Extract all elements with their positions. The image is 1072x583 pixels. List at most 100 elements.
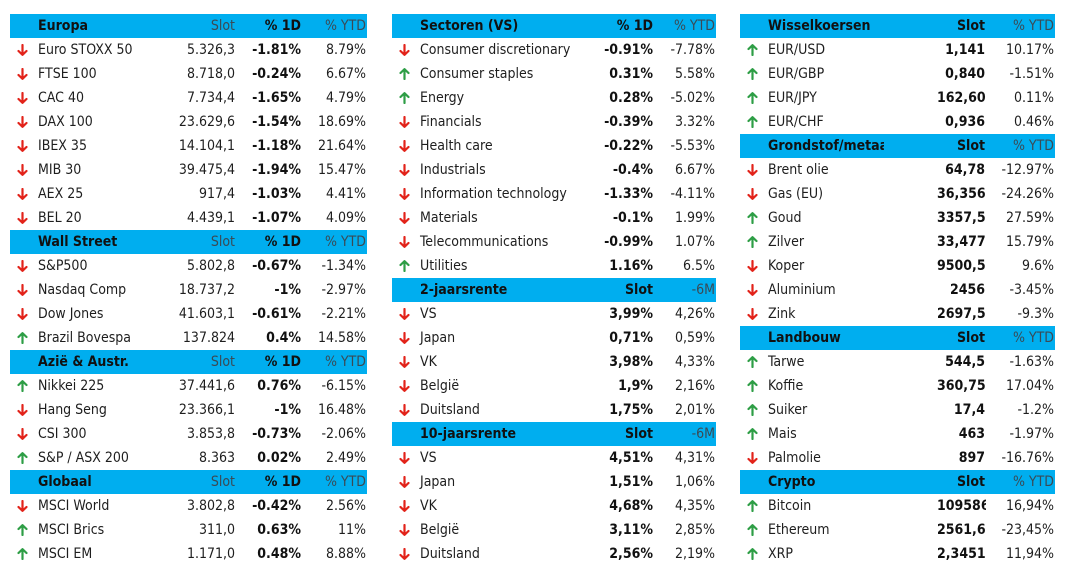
- row-ethereum: Ethereum 2561,6 -23,45%: [740, 518, 1055, 542]
- change-ytd: 18.69%: [317, 114, 366, 130]
- instrument-name: MSCI EM: [38, 546, 93, 562]
- secondary-value: 10.17%: [1005, 42, 1054, 58]
- row-brent-olie: Brent olie 64,78 -12.97%: [740, 158, 1055, 182]
- arrow-up-icon: [16, 380, 28, 392]
- direction-indicator: [392, 230, 416, 254]
- direction-indicator: [392, 470, 416, 494]
- direction-indicator: [10, 494, 34, 518]
- column-header: Slot: [175, 14, 236, 38]
- primary-value: 544,5: [945, 354, 985, 370]
- instrument-name: Duitsland: [420, 402, 480, 418]
- instrument-name: MSCI Brics: [38, 522, 105, 538]
- section-title: 2-jaarsrente: [416, 278, 586, 302]
- secondary-value: 4,26%: [674, 306, 715, 322]
- row-koper: Koper 9500,5 9.6%: [740, 254, 1055, 278]
- primary-value: 162,60: [937, 90, 986, 106]
- arrow-down-icon: [398, 188, 410, 200]
- instrument-name: Materials: [420, 210, 478, 226]
- direction-indicator: [740, 230, 764, 254]
- secondary-value: 17.04%: [1005, 378, 1054, 394]
- row-mib-30: MIB 30 39.475,4 -1.94% 15.47%: [10, 158, 367, 182]
- instrument-name: Hang Seng: [38, 402, 107, 418]
- direction-indicator: [392, 398, 416, 422]
- section-header-wall-street: Wall Street Slot% 1D% YTD: [10, 230, 367, 254]
- change-ytd: 2.49%: [325, 450, 366, 466]
- row-gap: [884, 38, 936, 62]
- column-header: Slot: [175, 470, 236, 494]
- row-vs: VS 4,51% 4,31%: [392, 446, 716, 470]
- column-header: % YTD: [302, 350, 367, 374]
- arrow-down-icon: [16, 284, 28, 296]
- instrument-name: Brazil Bovespa: [38, 330, 131, 346]
- secondary-value: -1.51%: [1009, 66, 1054, 82]
- secondary-value: 0.11%: [1013, 90, 1054, 106]
- instrument-name: België: [420, 378, 460, 394]
- secondary-value: -1.97%: [1009, 426, 1054, 442]
- row-aex-25: AEX 25 917,4 -1.03% 4.41%: [10, 182, 367, 206]
- instrument-name: Ethereum: [768, 522, 830, 538]
- row-gap: [884, 422, 936, 446]
- primary-value: 360,75: [937, 378, 986, 394]
- primary-value: -0.91%: [604, 42, 653, 58]
- arrow-down-icon: [746, 260, 758, 272]
- instrument-name: XRP: [768, 546, 793, 562]
- column-header: % 1D: [236, 230, 302, 254]
- row-health-care: Health care -0.22% -5.53%: [392, 134, 716, 158]
- primary-value: 2456: [949, 282, 985, 298]
- change-ytd: 11%: [338, 522, 366, 538]
- row-ibex-35: IBEX 35 14.104,1 -1.18% 21.64%: [10, 134, 367, 158]
- close-value: 23.366,1: [178, 402, 235, 418]
- arrow-down-icon: [398, 548, 410, 560]
- instrument-name: Koffie: [768, 378, 804, 394]
- instrument-name: Tarwe: [768, 354, 805, 370]
- instrument-name: Japan: [420, 330, 456, 346]
- instrument-name: Palmolie: [768, 450, 821, 466]
- section-title: Wisselkoersen: [764, 14, 884, 38]
- close-value: 8.363: [198, 450, 235, 466]
- instrument-name: BEL 20: [38, 210, 82, 226]
- header-spacer: [740, 14, 764, 38]
- change-1d: 0.76%: [257, 378, 301, 394]
- instrument-name: MIB 30: [38, 162, 82, 178]
- secondary-value: 2,01%: [674, 402, 715, 418]
- arrow-up-icon: [746, 68, 758, 80]
- column-header: % YTD: [986, 326, 1055, 350]
- arrow-down-icon: [398, 140, 410, 152]
- change-1d: 0.63%: [257, 522, 301, 538]
- close-value: 18.737,2: [178, 282, 235, 298]
- column-header: % YTD: [654, 14, 716, 38]
- section-title: Landbouw: [764, 326, 884, 350]
- column-header: Slot: [175, 350, 236, 374]
- row-gap: [884, 206, 936, 230]
- change-ytd: 21.64%: [317, 138, 366, 154]
- row-aluminium: Aluminium 2456 -3.45%: [740, 278, 1055, 302]
- secondary-value: 4,31%: [674, 450, 715, 466]
- secondary-value: 0.46%: [1013, 114, 1054, 130]
- section-header-sectoren-vs: Sectoren (VS)% 1D% YTD: [392, 14, 716, 38]
- primary-value: 3,98%: [609, 354, 653, 370]
- direction-indicator: [392, 38, 416, 62]
- change-ytd: 4.09%: [325, 210, 366, 226]
- row-utilities: Utilities 1.16% 6.5%: [392, 254, 716, 278]
- secondary-value: 1.99%: [674, 210, 715, 226]
- close-value: 39.475,4: [178, 162, 235, 178]
- instrument-name: EUR/CHF: [768, 114, 824, 130]
- row-energy: Energy 0.28% -5.02%: [392, 86, 716, 110]
- direction-indicator: [392, 62, 416, 86]
- section-header-landbouw: Landbouw Slot% YTD: [740, 326, 1055, 350]
- secondary-value: 2,16%: [674, 378, 715, 394]
- row-msci-brics: MSCI Brics 311,0 0.63% 11%: [10, 518, 367, 542]
- row-vs: VS 3,99% 4,26%: [392, 302, 716, 326]
- close-value: 5.802,8: [186, 258, 235, 274]
- instrument-name: Information technology: [420, 186, 567, 202]
- instrument-name: Brent olie: [768, 162, 829, 178]
- secondary-value: -24.26%: [1001, 186, 1054, 202]
- arrow-up-icon: [398, 260, 410, 272]
- header-gap: [884, 326, 936, 350]
- change-1d: 0.4%: [266, 330, 301, 346]
- row-gap: [884, 446, 936, 470]
- header-spacer: [740, 470, 764, 494]
- close-value: 41.603,1: [178, 306, 235, 322]
- arrow-down-icon: [16, 500, 28, 512]
- instrument-name: CAC 40: [38, 90, 84, 106]
